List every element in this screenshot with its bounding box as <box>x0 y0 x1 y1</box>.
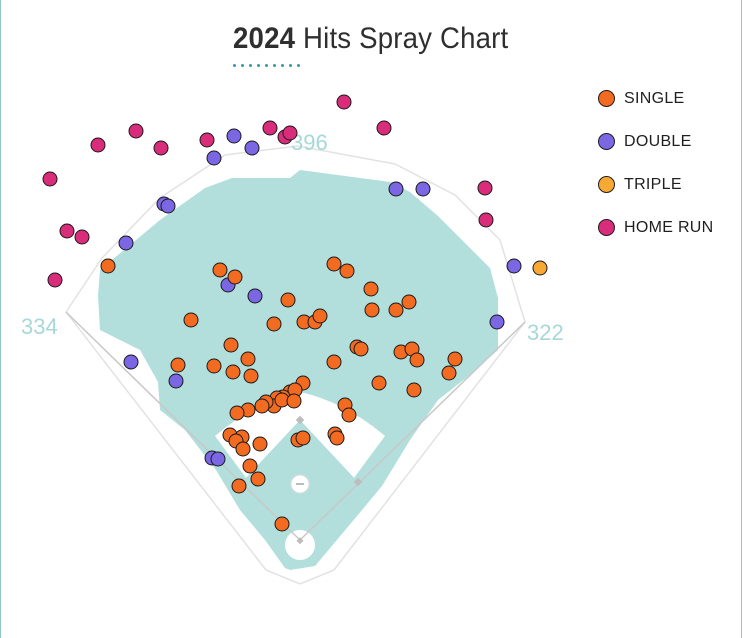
hit-marker-double <box>226 128 242 144</box>
legend-swatch-triple <box>598 176 615 193</box>
hit-marker-single <box>406 382 422 398</box>
hit-marker-single <box>371 375 387 391</box>
hit-marker-single <box>364 302 380 318</box>
hit-marker-single <box>229 405 245 421</box>
left-field-distance: 334 <box>21 314 58 339</box>
hit-marker-home-run <box>376 120 392 136</box>
hit-marker-triple <box>532 260 548 276</box>
hit-marker-double <box>415 181 431 197</box>
chart-title-text: Hits Spray Chart <box>303 22 509 55</box>
pitcher-rubber <box>296 483 304 485</box>
hit-marker-double <box>244 140 260 156</box>
hit-marker-double <box>247 288 263 304</box>
hit-marker-single <box>225 364 241 380</box>
hit-marker-double <box>206 150 222 166</box>
hit-marker-home-run <box>90 137 106 153</box>
hit-marker-home-run <box>59 223 75 239</box>
legend-swatch-double <box>598 133 615 150</box>
hit-marker-single <box>339 263 355 279</box>
hit-marker-home-run <box>262 120 278 136</box>
left-foul-line <box>65 311 301 541</box>
hit-marker-single <box>409 352 425 368</box>
hit-marker-single <box>242 458 258 474</box>
legend-label-single: SINGLE <box>624 89 685 107</box>
hit-marker-single <box>286 393 302 409</box>
chart-legend: SINGLE DOUBLE TRIPLE HOME RUN <box>598 88 714 260</box>
hit-marker-home-run <box>74 229 90 245</box>
hit-marker-single <box>254 398 270 414</box>
legend-label-double: DOUBLE <box>624 132 692 150</box>
hit-marker-home-run <box>478 212 494 228</box>
legend-swatch-single <box>598 90 615 107</box>
hit-marker-single <box>363 281 379 297</box>
hit-marker-home-run <box>128 123 144 139</box>
hit-marker-single <box>353 341 369 357</box>
hit-marker-home-run <box>282 125 298 141</box>
hit-marker-single <box>401 294 417 310</box>
hit-marker-single <box>206 358 222 374</box>
hit-marker-double <box>160 198 176 214</box>
hit-marker-single <box>183 312 199 328</box>
hit-marker-single <box>235 441 251 457</box>
hit-marker-single <box>223 337 239 353</box>
right-foul-line <box>299 321 526 541</box>
hit-marker-single <box>326 354 342 370</box>
hit-marker-home-run <box>47 272 63 288</box>
legend-swatch-home-run <box>598 219 615 236</box>
hit-marker-single <box>252 436 268 452</box>
chart-title-year: 2024 <box>233 22 296 55</box>
hit-marker-home-run <box>336 94 352 110</box>
home-plate <box>296 537 304 545</box>
hit-marker-single <box>231 478 247 494</box>
legend-label-triple: TRIPLE <box>624 175 682 193</box>
hit-marker-home-run <box>199 132 215 148</box>
second-base <box>295 415 305 425</box>
hit-marker-single <box>329 430 345 446</box>
hit-marker-single <box>388 302 404 318</box>
hit-marker-single <box>240 351 256 367</box>
hit-marker-single <box>341 407 357 423</box>
hit-markers <box>42 94 548 532</box>
hit-marker-single <box>441 365 457 381</box>
first-base <box>353 477 363 487</box>
hit-marker-single <box>100 258 116 274</box>
hit-marker-single <box>447 351 463 367</box>
hit-marker-home-run <box>42 171 58 187</box>
legend-label-home-run: HOME RUN <box>624 218 714 236</box>
hit-marker-double <box>168 373 184 389</box>
hit-marker-single <box>280 292 296 308</box>
hit-marker-single <box>312 308 328 324</box>
hit-marker-double <box>123 354 139 370</box>
legend-item-single: SINGLE <box>598 88 714 109</box>
chart-title: 2024 Hits Spray Chart <box>233 22 508 56</box>
hit-marker-double <box>388 181 404 197</box>
right-field-distance: 322 <box>527 320 564 345</box>
hit-marker-single <box>170 357 186 373</box>
hit-marker-double <box>210 451 226 467</box>
hit-marker-single <box>266 316 282 332</box>
hit-marker-double <box>118 235 134 251</box>
hit-marker-single <box>295 430 311 446</box>
hit-marker-double <box>506 258 522 274</box>
legend-item-double: DOUBLE <box>598 131 714 152</box>
hit-marker-home-run <box>477 180 493 196</box>
hit-marker-double <box>489 314 505 330</box>
hit-marker-single <box>243 368 259 384</box>
hit-marker-single <box>274 516 290 532</box>
hit-marker-single <box>227 269 243 285</box>
hit-marker-home-run <box>153 140 169 156</box>
outfield-grass <box>98 170 498 570</box>
legend-item-triple: TRIPLE <box>598 174 714 195</box>
hit-marker-single <box>212 262 228 278</box>
home-plate-area <box>285 530 315 560</box>
hit-marker-single <box>326 256 342 272</box>
title-underline-dots <box>233 64 300 67</box>
hit-marker-single <box>250 471 266 487</box>
legend-item-home-run: HOME RUN <box>598 217 714 238</box>
